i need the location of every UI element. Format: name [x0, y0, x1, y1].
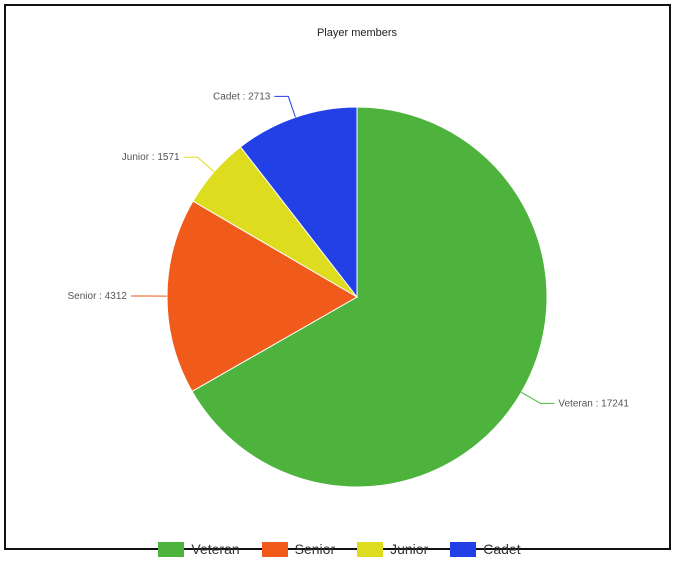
legend-swatch	[158, 542, 184, 557]
slice-label-senior: Senior : 4312	[68, 291, 128, 302]
slice-label-cadet: Cadet : 2713	[213, 91, 271, 102]
legend-item-veteran[interactable]: Veteran	[158, 541, 239, 557]
callout-line-cadet	[274, 96, 295, 117]
legend-item-cadet[interactable]: Cadet	[450, 541, 520, 557]
callout-line-veteran	[521, 392, 554, 403]
legend-swatch	[357, 542, 383, 557]
legend-item-senior[interactable]: Senior	[262, 541, 335, 557]
slice-label-junior: Junior : 1571	[122, 152, 180, 163]
slice-label-veteran: Veteran : 17241	[558, 398, 629, 409]
pie-chart: Player members Veteran : 17241 Senior : 4…	[6, 6, 673, 552]
legend-label: Senior	[295, 541, 335, 557]
legend-swatch	[262, 542, 288, 557]
chart-frame: Player members Veteran : 17241 Senior : 4…	[4, 4, 671, 550]
legend-item-junior[interactable]: Junior	[357, 541, 428, 557]
legend-swatch	[450, 542, 476, 557]
legend: Veteran Senior Junior Cadet	[6, 537, 673, 561]
legend-label: Junior	[390, 541, 428, 557]
chart-title: Player members	[317, 27, 398, 39]
callout-line-junior	[184, 157, 215, 172]
legend-label: Cadet	[483, 541, 520, 557]
legend-label: Veteran	[191, 541, 239, 557]
